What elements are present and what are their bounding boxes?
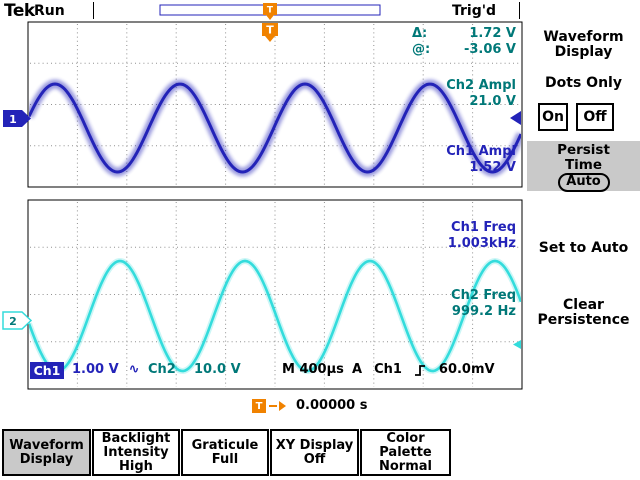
measurement-label: Ch1 Ampl [446, 144, 516, 159]
measurement-label: Ch2 Ampl [446, 78, 516, 93]
ch1-marker-label: 1 [9, 113, 17, 126]
persist-time-menu-item[interactable]: Persist Time Auto [527, 141, 640, 192]
graticule-grid [30, 24, 520, 387]
measurement-value: 1.52 V [469, 160, 516, 175]
lower-window-border [27, 199, 523, 390]
trigger-time-flag-point [265, 36, 275, 42]
trigger-mode: A [352, 362, 363, 377]
trigger-flag-label: T [266, 24, 274, 37]
ch2-marker-label: 2 [9, 315, 17, 328]
measurement-label: Ch1 Freq [451, 220, 516, 235]
measurement-value: 999.2 Hz [451, 304, 516, 319]
ch1-position-marker[interactable] [3, 110, 31, 127]
clear-persistence-button[interactable]: Clear Persistence [537, 297, 630, 328]
measurement-ch2-ampl: Ch2 Ampl 21.0 V [406, 78, 516, 110]
timebase-readout: M 400µs [282, 362, 344, 377]
bottom-menu-waveform-display[interactable]: Waveform Display [2, 429, 91, 476]
cursor-delta-value: 1.72 V [469, 26, 516, 41]
ch1-waveform [29, 82, 521, 174]
set-to-auto-button[interactable]: Set to Auto [538, 240, 629, 256]
ch2-status-label: Ch2 [148, 362, 176, 377]
measurement-value: 1.003kHz [447, 236, 516, 251]
ch2-right-edge-marker [513, 340, 521, 349]
tek-logo: Tek [4, 1, 35, 21]
trigger-status: Trig'd [452, 3, 497, 19]
measurement-ch1-ampl: Ch1 Ampl 1.52 V [406, 144, 516, 176]
measurement-label: Ch2 Freq [451, 288, 516, 303]
ch2-waveform [29, 259, 521, 373]
bottom-menu-color-palette[interactable]: Color Palette Normal [360, 429, 451, 476]
bottom-menu-xy-display[interactable]: XY Display Off [270, 429, 359, 476]
cursor-at-value: -3.06 V [463, 42, 516, 57]
measurement-value: 21.0 V [469, 94, 516, 109]
cursor-at-readout: @: -3.06 V [412, 42, 516, 58]
cursor-delta-readout: Δ: 1.72 V [412, 26, 516, 42]
acquisition-status: Run [34, 3, 65, 19]
persist-time-label: Persist Time [557, 142, 610, 173]
bottom-menu-graticule[interactable]: Graticule Full [181, 429, 269, 476]
ch1-scale-readout: 1.00 V ∿ [72, 362, 140, 378]
ch1-status-badge: Ch1 [30, 362, 64, 379]
ch1-scale-value: 1.00 V [72, 362, 119, 377]
side-menu-title: Waveform Display [543, 29, 624, 60]
time-arrow-head-icon [279, 401, 286, 411]
trigger-time-flag[interactable] [262, 23, 278, 36]
trigger-level-marker[interactable] [510, 111, 521, 125]
measurement-ch1-freq: Ch1 Freq 1.003kHz [406, 220, 516, 252]
dots-off-button[interactable]: Off [576, 103, 614, 131]
trigger-position-indicator-point [266, 15, 274, 20]
persist-time-value: Auto [557, 173, 610, 192]
dots-only-label: Dots Only [545, 75, 622, 91]
trigger-readout: A Ch1 60.0mV [352, 362, 495, 378]
time-offset-value: 0.00000 s [296, 398, 368, 413]
trigger-time-icon: T [252, 399, 266, 413]
rising-edge-icon [414, 365, 425, 376]
time-offset-row: T 0.00000 s [252, 398, 367, 414]
upper-window-border [27, 21, 523, 188]
trigger-level-value: 60.0mV [438, 362, 495, 377]
trigger-source: Ch1 [374, 362, 402, 377]
time-arrow-icon [269, 405, 277, 407]
cursor-delta-label: Δ: [412, 26, 428, 41]
bottom-menu: Waveform Display Backlight Intensity Hig… [2, 429, 452, 476]
bottom-menu-backlight-intensity[interactable]: Backlight Intensity High [92, 429, 180, 476]
dots-on-button[interactable]: On [538, 103, 568, 131]
ch2-position-marker[interactable] [2, 311, 33, 330]
trigger-position-label: T [267, 6, 274, 16]
ch1-coupling-icon: ∿ [128, 362, 140, 377]
trigger-position-indicator[interactable] [263, 3, 277, 15]
cursor-at-label: @: [412, 42, 431, 57]
measurement-ch2-freq: Ch2 Freq 999.2 Hz [406, 288, 516, 320]
ch2-scale-value: 10.0 V [194, 362, 241, 377]
